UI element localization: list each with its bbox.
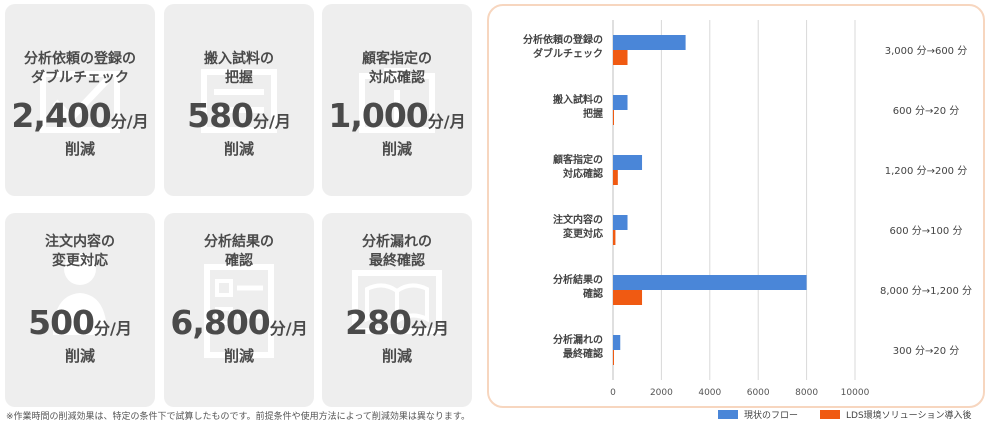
clipboard-icon xyxy=(359,68,435,133)
card-unit: 分/月 xyxy=(427,112,466,131)
chart-panel xyxy=(487,4,985,408)
card-value: 1,000 xyxy=(328,96,428,135)
card-title: 搬入試料の 把握 xyxy=(204,51,274,86)
card-value-line: 6,800分/月 xyxy=(164,303,314,342)
card-value-line: 580分/月 xyxy=(164,96,314,135)
card-sub: 削減 xyxy=(223,347,254,365)
document-icon xyxy=(201,69,277,133)
card-unit: 分/月 xyxy=(94,319,132,338)
card-value: 280 xyxy=(345,303,412,342)
card-value: 580 xyxy=(187,96,254,135)
card-final-check: 分析漏れの 最終確認 280分/月 削減 xyxy=(322,213,472,407)
card-order-change: 注文内容の 変更対応 500分/月 削減 xyxy=(5,213,155,407)
card-title: 分析漏れの 最終確認 xyxy=(362,234,432,269)
card-sub: 削減 xyxy=(381,140,412,158)
card-sub: 削減 xyxy=(381,347,412,365)
footnote: ※作業時間の削減効果は、特定の条件下で試算したものです。前提条件や使用方法によっ… xyxy=(6,412,471,422)
card-sub: 削減 xyxy=(223,140,254,158)
checklist-icon xyxy=(204,264,274,358)
checkbox-icon xyxy=(40,71,120,133)
card-double-check: 分析依頼の登録の ダブルチェック 2,400分/月 削減 xyxy=(5,4,155,196)
card-value-line: 280分/月 xyxy=(322,303,472,342)
card-value-line: 500分/月 xyxy=(5,303,155,342)
card-value-line: 1,000分/月 xyxy=(322,96,472,135)
legend-label: 現状のフロー xyxy=(744,409,798,421)
card-unit: 分/月 xyxy=(253,112,291,131)
card-customer-spec: 顧客指定の 対応確認 1,000分/月 削減 xyxy=(322,4,472,196)
card-sub: 削減 xyxy=(64,347,95,365)
card-unit: 分/月 xyxy=(110,112,149,131)
card-unit: 分/月 xyxy=(269,319,308,338)
card-value: 6,800 xyxy=(170,303,270,342)
card-result-check: 分析結果の 確認 6,800分/月 削減 xyxy=(164,213,314,407)
card-value: 2,400 xyxy=(11,96,111,135)
legend-label: LDS環境ソリューション導入後 xyxy=(846,409,971,421)
card-title: 顧客指定の 対応確認 xyxy=(362,51,432,86)
card-sample-grasp: 搬入試料の 把握 580分/月 削減 xyxy=(164,4,314,196)
card-title: 分析依頼の登録の ダブルチェック xyxy=(24,51,136,86)
card-title: 注文内容の 変更対応 xyxy=(45,234,115,269)
card-value: 500 xyxy=(28,303,95,342)
card-sub: 削減 xyxy=(64,140,95,158)
legend-swatch xyxy=(820,410,840,419)
card-title: 分析結果の 確認 xyxy=(204,234,274,269)
card-unit: 分/月 xyxy=(411,319,449,338)
book-icon xyxy=(352,270,442,334)
legend-swatch xyxy=(718,410,738,419)
person-icon xyxy=(53,253,107,335)
card-value-line: 2,400分/月 xyxy=(5,96,155,135)
